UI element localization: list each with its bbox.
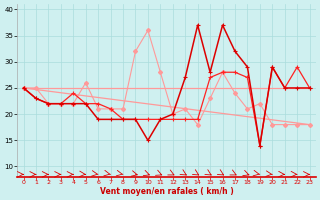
X-axis label: Vent moyen/en rafales ( km/h ): Vent moyen/en rafales ( km/h ) (100, 187, 234, 196)
